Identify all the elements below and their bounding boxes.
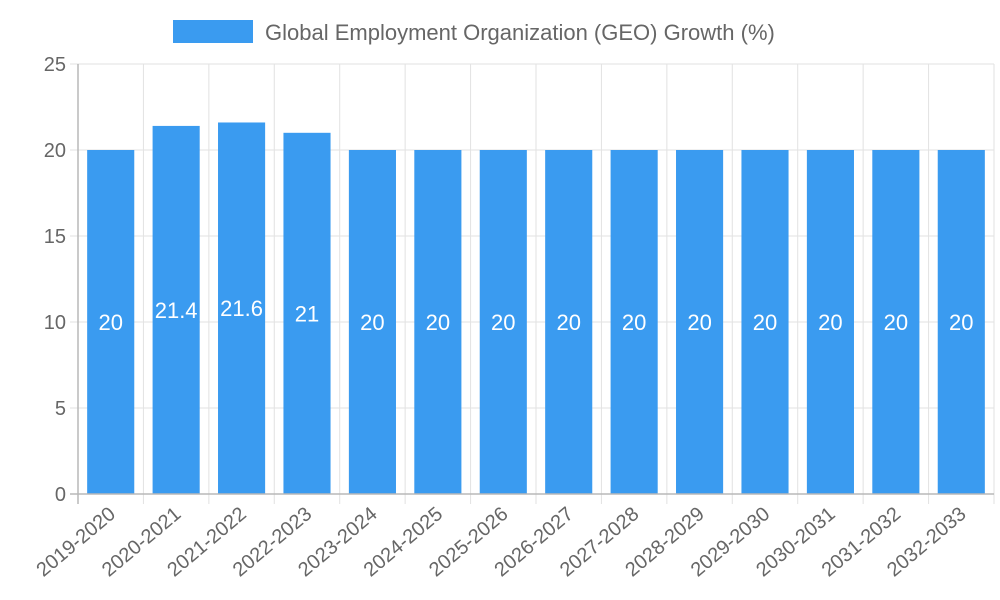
bar[interactable] [872,150,920,494]
bar[interactable] [152,125,200,495]
data-label: 21 [295,301,319,326]
data-label: 20 [818,310,842,335]
data-labels: 20 21.4 21.6 21 20 20 20 20 20 20 20 20 20 20 [98,296,973,335]
legend[interactable]: Global Employment Organization (GEO) Gro… [173,20,775,45]
data-label: 21.4 [155,298,198,323]
bar[interactable] [610,150,658,494]
x-tick-labels: 2019-20202020-20212021-20222022-20232023… [33,503,971,581]
y-tick-labels: 0 5 10 15 20 25 [44,54,66,506]
data-label: 21.6 [220,296,263,321]
data-label: 20 [556,310,580,335]
data-label: 20 [98,310,122,335]
bar[interactable] [414,150,462,494]
y-tick-label: 0 [55,484,66,506]
bar[interactable] [218,122,266,494]
data-label: 20 [753,310,777,335]
data-label: 20 [426,310,450,335]
bar[interactable] [676,150,724,494]
grid [70,63,995,504]
data-label: 20 [360,310,384,335]
bar[interactable] [545,150,593,494]
bar[interactable] [283,132,331,495]
bar[interactable] [806,150,854,494]
axes [70,64,994,504]
bar[interactable] [479,150,527,494]
y-tick-label: 25 [44,54,66,76]
y-tick-label: 20 [44,140,66,162]
y-tick-label: 10 [44,312,66,334]
data-label: 20 [884,310,908,335]
y-tick-label: 15 [44,226,66,248]
data-label: 20 [491,310,515,335]
y-tick-label: 5 [55,398,66,420]
data-label: 20 [949,310,973,335]
bars [87,122,985,495]
bar[interactable] [741,150,789,494]
bar[interactable] [937,150,985,494]
data-label: 20 [687,310,711,335]
legend-swatch[interactable] [173,20,253,43]
legend-label[interactable]: Global Employment Organization (GEO) Gro… [265,20,775,45]
bar[interactable] [87,150,135,494]
bar[interactable] [348,150,396,494]
data-label: 20 [622,310,646,335]
